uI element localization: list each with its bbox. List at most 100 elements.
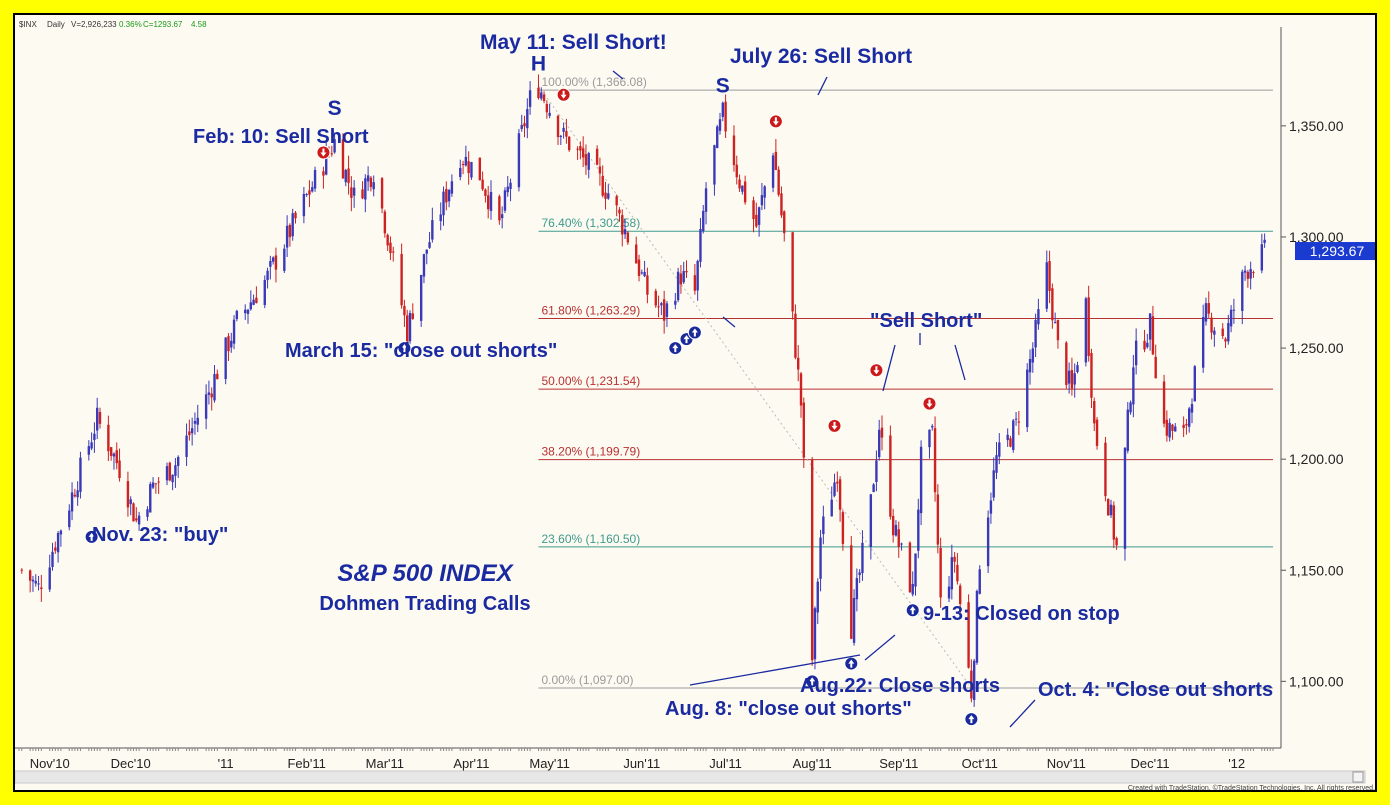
candle-body <box>724 101 727 132</box>
arrow-up-icon <box>88 532 95 541</box>
candle-body <box>1134 340 1138 366</box>
candle-body <box>364 178 367 200</box>
candle-body <box>774 151 778 170</box>
candle-body <box>914 553 917 587</box>
annotation-text: March 15: "close out shorts" <box>285 340 557 362</box>
candle-body <box>757 207 761 225</box>
candle-body <box>37 583 40 585</box>
candle-body <box>1210 317 1213 333</box>
candle-body <box>526 109 529 129</box>
candle-body <box>1227 323 1230 342</box>
candle-body <box>646 275 649 295</box>
candle-body <box>880 427 884 438</box>
candle-body <box>1006 434 1009 441</box>
candle-body <box>333 139 336 153</box>
time-tick-label: Apr'11 <box>453 756 489 771</box>
candle-body <box>972 660 976 700</box>
candle-body <box>347 168 350 183</box>
candle-body <box>431 220 434 240</box>
candle-body <box>978 569 981 594</box>
candle-body <box>325 149 328 175</box>
candle-body <box>1174 426 1177 432</box>
candle-body <box>288 225 292 238</box>
candle-body <box>311 187 314 192</box>
candle-body <box>366 175 370 182</box>
candle-body <box>76 490 79 498</box>
candle-body <box>255 297 258 304</box>
candle-body <box>129 499 132 505</box>
candle-body <box>1014 418 1018 420</box>
candle-body <box>637 259 641 276</box>
candle-body <box>403 305 406 316</box>
arrow-up-icon <box>968 715 975 724</box>
candle-body <box>249 302 253 310</box>
candle-body <box>1263 239 1266 243</box>
candle-body <box>274 255 278 270</box>
candle-body <box>967 602 970 668</box>
candle-body <box>523 123 526 127</box>
candle-body <box>232 319 236 344</box>
candle-body <box>484 189 487 196</box>
candle-body <box>442 191 445 216</box>
arrow-up-icon <box>848 659 855 668</box>
candle-body <box>1162 381 1166 424</box>
arrow-down-icon <box>831 421 838 430</box>
candle-body <box>500 214 504 219</box>
candle-body <box>118 460 121 479</box>
candle-body <box>911 583 914 595</box>
chart-header-interval: Daily <box>47 20 65 29</box>
fib-label: 23.60% (1,160.50) <box>541 532 640 546</box>
candle-body <box>947 586 951 599</box>
candle-body <box>1123 447 1127 549</box>
candle-body <box>802 402 805 458</box>
candle-body <box>51 551 54 567</box>
price-tick-label: 1,300.00 <box>1289 229 1344 245</box>
candle-body <box>716 126 719 149</box>
candle-body <box>146 509 149 517</box>
candle-body <box>422 254 426 277</box>
candle-body <box>1171 424 1174 431</box>
candle-body <box>615 196 618 206</box>
candle-body <box>517 133 521 188</box>
candle-body <box>830 499 833 517</box>
candle-body <box>386 234 389 246</box>
candle-body <box>419 274 423 321</box>
candle-body <box>752 200 755 220</box>
candle-body <box>1132 367 1135 405</box>
candle-body <box>498 196 501 221</box>
candle-body <box>93 433 96 440</box>
arrow-down-icon <box>873 366 880 375</box>
scrollbar-track[interactable] <box>15 770 1366 784</box>
last-price-label: 1,293.67 <box>1310 243 1365 259</box>
candle-body <box>953 556 956 562</box>
candle-body <box>559 135 563 137</box>
candle-body <box>682 271 685 283</box>
last-price-badge <box>1295 242 1375 261</box>
candle-body <box>891 515 895 536</box>
candle-body <box>302 193 306 217</box>
candle-body <box>313 169 317 189</box>
candle-body <box>794 313 797 358</box>
fib-label: 61.80% (1,263.29) <box>541 304 640 318</box>
candle-body <box>1028 358 1032 373</box>
candle-body <box>852 598 856 643</box>
candle-body <box>1107 498 1110 516</box>
candle-body <box>1073 373 1076 385</box>
candle-body <box>98 412 102 424</box>
candle-body <box>87 446 91 455</box>
scrollbar-button[interactable] <box>1352 771 1364 783</box>
candle-body <box>1232 309 1236 311</box>
candle-body <box>1252 272 1255 274</box>
time-tick-label: May'11 <box>529 756 570 771</box>
time-tick-label: '11 <box>218 756 234 771</box>
time-tick-label: Sep'11 <box>879 756 918 771</box>
candle-body <box>685 270 688 273</box>
candle-body <box>506 186 509 193</box>
candle-body <box>1070 370 1074 389</box>
candle-body <box>372 182 375 190</box>
candle-body <box>207 392 211 395</box>
candle-body <box>654 290 657 306</box>
fib-label: 38.20% (1,199.79) <box>541 445 640 459</box>
candle-body <box>780 193 783 216</box>
candle-body <box>230 340 233 348</box>
